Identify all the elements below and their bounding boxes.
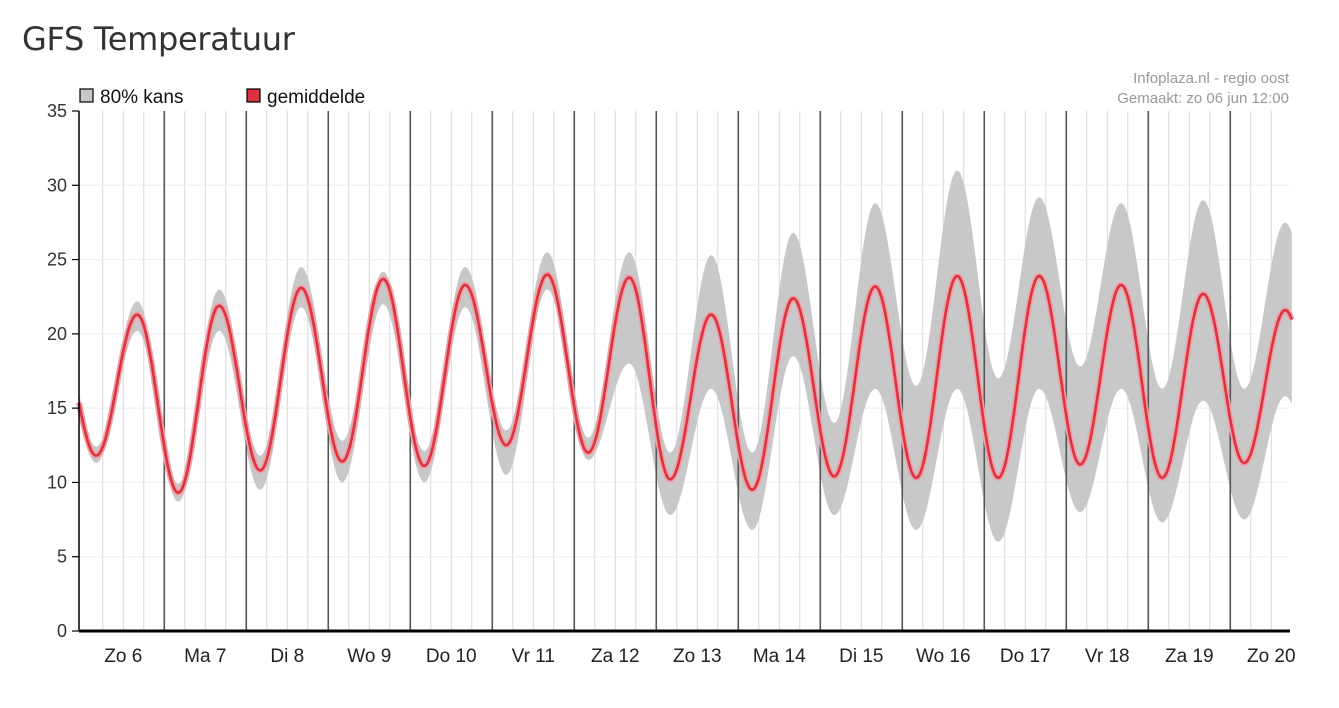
x-day-label: Vr 11 [512, 646, 555, 667]
credit-timestamp: Gemaakt: zo 06 jun 12:00 [1117, 90, 1289, 107]
y-tick-label: 30 [47, 175, 67, 195]
band-80pct-area [79, 170, 1292, 542]
mean-line [77, 273, 1294, 495]
x-day-label: Za 12 [591, 646, 640, 667]
legend-label-band: 80% kans [100, 87, 183, 108]
x-day-label: Za 19 [1165, 646, 1214, 667]
y-tick-label: 10 [47, 472, 67, 492]
x-day-label: Zo 6 [104, 646, 142, 667]
minor-gridlines [79, 111, 1290, 631]
y-tick-label: 20 [47, 324, 67, 344]
legend: 80% kans gemiddelde [79, 87, 365, 108]
x-day-label: Ma 14 [753, 646, 806, 667]
y-tick-label: 15 [47, 398, 67, 418]
x-day-label: Vr 18 [1085, 646, 1130, 667]
day-separator-lines [163, 111, 1232, 631]
credit-source: Infoplaza.nl - regio oost [1133, 70, 1290, 87]
y-tick-label: 35 [47, 101, 67, 121]
x-day-label: Wo 9 [347, 646, 391, 667]
legend-swatch-mean [246, 88, 261, 103]
x-day-label: Wo 16 [916, 646, 971, 667]
y-axis-ticks: 0 5 10 15 20 25 30 35 [47, 101, 79, 641]
legend-swatch-band [79, 88, 94, 103]
x-day-label: Zo 20 [1247, 646, 1296, 667]
page-title: GFS Temperatuur [22, 20, 295, 58]
legend-label-mean: gemiddelde [267, 87, 365, 108]
y-tick-label: 5 [57, 547, 67, 567]
y-tick-label: 25 [47, 250, 67, 270]
y-tick-label: 0 [57, 621, 67, 641]
x-day-label: Do 17 [1000, 646, 1051, 667]
x-day-label: Zo 13 [673, 646, 722, 667]
x-day-label: Di 8 [270, 646, 304, 667]
chart-axes [78, 111, 1290, 633]
x-day-label: Di 15 [839, 646, 883, 667]
uncertainty-band-layer [79, 170, 1292, 542]
x-axis-day-labels: Zo 6 Ma 7 Di 8 Wo 9 Do 10 Vr 11 Za 12 Zo 13 Ma 1… [104, 646, 1295, 667]
mean-line-layer [76, 271, 1295, 496]
x-day-label: Ma 7 [184, 646, 226, 667]
x-day-label: Do 10 [426, 646, 477, 667]
